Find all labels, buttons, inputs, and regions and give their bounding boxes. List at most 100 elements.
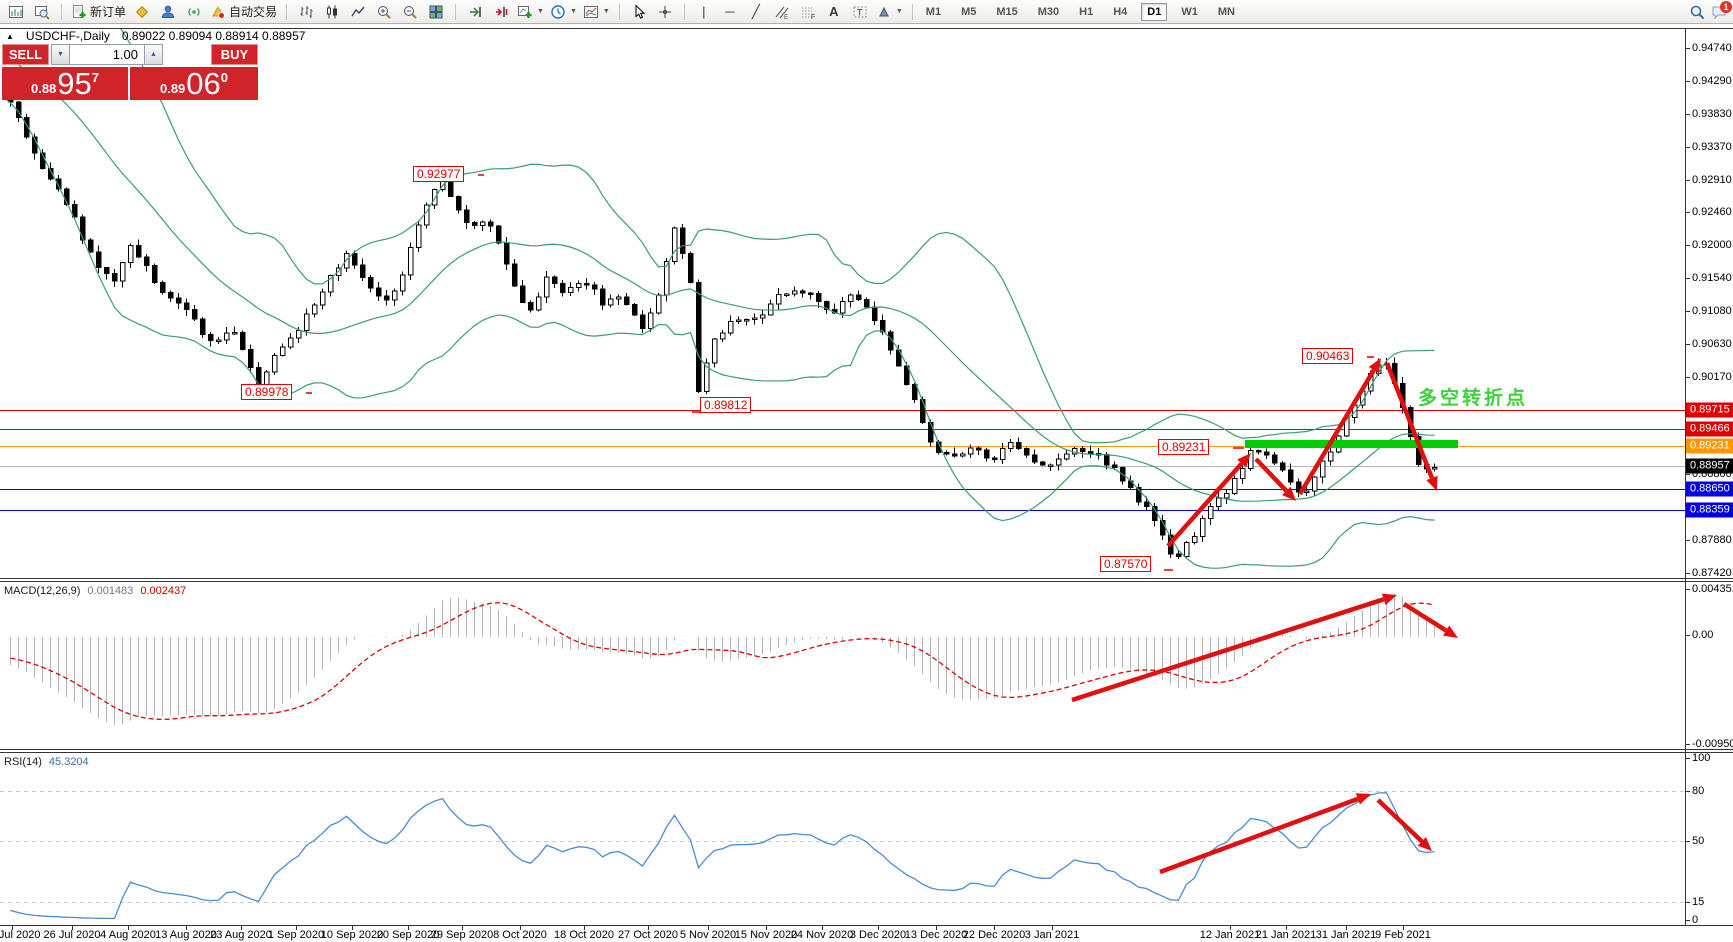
dropdown-caret-icon: ▼ [895, 8, 903, 15]
crosshair-tool-button[interactable] [653, 2, 677, 22]
dropdown-caret-icon: ▼ [537, 8, 544, 15]
bar-chart-icon [300, 5, 313, 18]
volume-decrease-button[interactable]: ▼ [51, 44, 70, 65]
sell-price-display[interactable]: 0.88 95 7 [2, 67, 128, 100]
template-icon [583, 5, 598, 18]
buy-price-display[interactable]: 0.89 06 0 [130, 67, 258, 100]
indicators-icon [518, 5, 532, 18]
clock-icon [551, 4, 565, 19]
signal-icon [188, 7, 200, 16]
auto-scroll-icon [470, 6, 481, 17]
new-order-icon [73, 4, 86, 18]
timeframe-button-m15[interactable]: M15 [996, 5, 1018, 18]
signals-button[interactable] [182, 2, 206, 22]
toolbar-separator [286, 3, 288, 20]
fibonacci-icon: F [801, 7, 815, 20]
zoom-out-button[interactable] [398, 2, 422, 22]
text-icon: A [829, 3, 839, 19]
fibonacci-tool-button[interactable]: F [796, 2, 820, 22]
candlestick-icon [327, 5, 338, 18]
sell-price-pip: 7 [91, 70, 100, 85]
chart-shift-icon [496, 6, 508, 17]
trendline-tool-button[interactable]: ╱ [744, 2, 768, 22]
person-icon [162, 5, 175, 18]
candlestick-chart-button[interactable] [320, 2, 344, 22]
auto-scroll-button[interactable] [463, 2, 487, 22]
timeframe-button-h1[interactable]: H1 [1079, 5, 1094, 18]
crosshair-icon [658, 5, 671, 18]
channel-tool-button[interactable]: E [770, 2, 794, 22]
toolbar: 新订单 自动交易 [0, 0, 1733, 24]
timeframe-button-mn[interactable]: MN [1217, 5, 1235, 18]
zoom-in-button[interactable] [372, 2, 396, 22]
toolbar-separator [455, 3, 457, 20]
profiles-icon [35, 5, 50, 20]
zoom-in-icon [378, 5, 391, 19]
community-button[interactable] [156, 2, 180, 22]
bar-chart-button[interactable] [294, 2, 318, 22]
timeframe-button-m5[interactable]: M5 [961, 5, 977, 18]
volume-input[interactable]: 1.00 [70, 44, 144, 65]
tile-windows-button[interactable] [424, 2, 448, 22]
text-label-tool-button[interactable]: T [848, 2, 872, 22]
one-click-trading-panel: SELL ▼ 1.00 ▲ BUY 0.88 95 7 0.89 06 0 [2, 44, 258, 100]
sell-price-small: 0.88 [30, 81, 57, 96]
new-order-label: 新订单 [90, 5, 127, 19]
templates-button[interactable]: ▼ [581, 2, 612, 22]
timeframe-button-d1[interactable]: D1 [1141, 2, 1168, 21]
zoom-out-icon [404, 5, 417, 19]
chart-shift-button[interactable] [489, 2, 513, 22]
auto-trading-icon [212, 5, 226, 19]
buy-price-pip: 0 [220, 70, 229, 85]
trendline-icon: ╱ [751, 3, 760, 19]
dropdown-caret-icon: ▼ [602, 8, 610, 15]
buy-button[interactable]: BUY [211, 44, 258, 65]
timeframe-button-w1[interactable]: W1 [1181, 5, 1198, 18]
cursor-tool-button[interactable] [627, 2, 651, 22]
channel-icon: E [775, 6, 789, 20]
auto-trading-label: 自动交易 [229, 5, 278, 19]
line-chart-button[interactable] [346, 2, 370, 22]
svg-text:E: E [784, 15, 788, 20]
cursor-icon [635, 3, 646, 19]
text-label-icon: T [853, 6, 867, 17]
buy-price-big: 06 [186, 66, 221, 101]
text-tool-button[interactable]: A [822, 2, 846, 22]
shapes-icon [879, 6, 889, 16]
toolbar-separator [61, 3, 62, 20]
horizontal-line-tool-button[interactable]: ─ [718, 2, 742, 22]
tile-windows-icon [429, 5, 443, 18]
toolbar-right-group: 1 [1689, 0, 1732, 20]
vertical-line-tool-button[interactable]: | [692, 2, 716, 22]
arrows-tool-button[interactable]: ▼ [874, 2, 905, 22]
volume-increase-button[interactable]: ▲ [144, 44, 163, 65]
periods-button[interactable]: ▼ [548, 2, 579, 22]
dropdown-caret-icon: ▼ [569, 8, 577, 15]
timeframe-button-m30[interactable]: M30 [1037, 5, 1060, 18]
chat-button[interactable]: 1 [1711, 0, 1732, 20]
profiles-button[interactable] [30, 2, 54, 22]
toolbar-separator [683, 3, 685, 20]
timeframe-bar: M1 M5 M15 M30 H1 H4 D1 W1 MN [920, 2, 1241, 21]
history-center-button[interactable] [130, 2, 154, 22]
timeframe-button-h4[interactable]: H4 [1113, 5, 1128, 18]
chart-window-icon [9, 5, 23, 18]
indicators-button[interactable]: ▼ [515, 2, 546, 22]
vertical-line-icon: | [702, 3, 706, 19]
notification-badge: 1 [1720, 0, 1732, 13]
toolbar-separator [911, 3, 913, 20]
timeframe-button-m1[interactable]: M1 [925, 5, 942, 18]
svg-text:T: T [857, 7, 863, 17]
svg-text:F: F [811, 14, 815, 20]
diamond-icon [135, 5, 149, 18]
new-order-button[interactable]: 新订单 [69, 2, 128, 22]
line-chart-icon [351, 6, 365, 16]
new-chart-button[interactable] [4, 2, 28, 22]
search-icon[interactable] [1689, 4, 1705, 20]
sell-price-big: 95 [57, 66, 92, 101]
horizontal-line-icon: ─ [725, 3, 735, 19]
auto-trading-button[interactable]: 自动交易 [208, 2, 279, 22]
sell-button[interactable]: SELL [2, 44, 49, 65]
